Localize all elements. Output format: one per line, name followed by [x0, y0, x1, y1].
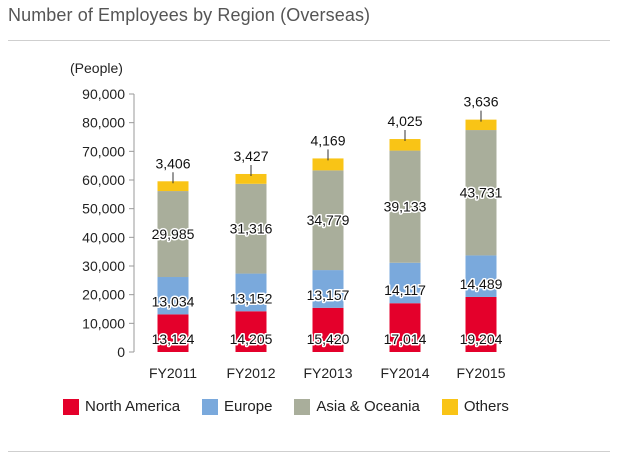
bar-segment-europe — [465, 255, 497, 297]
bar-segment-north-america — [465, 296, 497, 352]
legend-item-others: Others — [441, 398, 509, 415]
data-label-europe: 13,152 — [230, 290, 273, 306]
x-tick-label: FY2012 — [226, 365, 275, 381]
bar-segment-europe — [235, 273, 267, 312]
bar-segment-others — [235, 173, 267, 184]
y-axis: 0 10,000 20,000 30,000 40,000 50,000 60,000 70,… — [82, 86, 135, 360]
bar-segment-asia-oceania — [157, 191, 189, 278]
bar-segment-north-america — [389, 303, 421, 352]
data-labels: 13,124 13,034 29,985 3,406 14,205 13,152 31,31… — [150, 94, 504, 349]
y-tick-label: 10,000 — [82, 315, 125, 331]
data-label-north-america: 17,014 — [384, 331, 427, 347]
x-tick-label: FY2015 — [456, 365, 505, 381]
data-label-north-america: 13,124 — [152, 331, 195, 347]
x-tick-label: FY2011 — [149, 365, 197, 381]
bar-segment-north-america — [235, 311, 267, 352]
legend-swatch-north-america — [63, 398, 79, 415]
bar-segment-north-america — [157, 314, 189, 352]
data-label-asia-oceania: 31,316 — [230, 221, 273, 237]
bar-segment-europe — [312, 270, 344, 308]
legend-swatch-europe — [202, 398, 219, 415]
legend-label-asia-oceania: Asia & Oceania — [316, 398, 420, 415]
data-label-asia-oceania: 39,133 — [384, 199, 427, 215]
y-tick-label: 80,000 — [82, 115, 125, 131]
data-label-others: 3,636 — [463, 94, 498, 110]
x-tick-label: FY2013 — [303, 365, 352, 381]
data-label-asia-oceania: 43,731 — [460, 185, 503, 201]
data-label-asia-oceania: 29,985 — [152, 226, 195, 242]
data-label-europe: 14,117 — [384, 282, 426, 298]
bar-segment-europe — [389, 262, 421, 304]
bars — [157, 119, 497, 352]
y-tick-label: 40,000 — [82, 229, 125, 245]
legend-item-north-america: North America — [63, 398, 180, 415]
bar-segment-europe — [157, 277, 189, 315]
title-divider — [8, 40, 610, 41]
bar-segment-asia-oceania — [235, 183, 267, 274]
data-label-north-america: 15,420 — [307, 331, 350, 347]
data-label-others: 3,406 — [155, 155, 190, 171]
data-label-others: 4,025 — [387, 113, 422, 129]
y-tick-label: 50,000 — [82, 201, 125, 217]
bar-segment-others — [465, 119, 497, 131]
bar-segment-others — [312, 158, 344, 171]
legend-item-europe: Europe — [202, 398, 272, 415]
legend-label-others: Others — [463, 398, 509, 415]
data-label-europe: 13,034 — [152, 293, 195, 309]
data-label-europe: 14,489 — [460, 276, 503, 292]
legend-item-asia-oceania: Asia & Oceania — [294, 398, 420, 415]
bar-segment-others — [157, 181, 189, 192]
data-label-north-america: 19,204 — [460, 331, 503, 347]
bar-segment-asia-oceania — [389, 150, 421, 263]
legend-label-north-america: North America — [85, 398, 181, 415]
bottom-divider — [8, 451, 610, 452]
y-tick-label: 60,000 — [82, 172, 125, 188]
data-label-asia-oceania: 34,779 — [307, 212, 350, 228]
y-tick-label: 20,000 — [82, 287, 125, 303]
x-tick-label: FY2014 — [380, 365, 429, 381]
y-axis-unit-label: (People) — [70, 60, 123, 76]
bar-segment-north-america — [312, 307, 344, 352]
bar-segment-asia-oceania — [312, 170, 344, 271]
y-tick-label: 0 — [117, 344, 125, 360]
y-tick-label: 90,000 — [82, 86, 125, 102]
data-label-north-america: 14,205 — [230, 331, 273, 347]
legend-label-europe: Europe — [224, 398, 273, 415]
bar-segment-asia-oceania — [465, 130, 497, 256]
legend: North America Europe Asia & Oceania Othe… — [63, 398, 531, 415]
legend-swatch-asia-oceania — [294, 398, 311, 415]
bar-segment-others — [389, 139, 421, 151]
y-tick-label: 30,000 — [82, 258, 125, 274]
data-label-others: 3,427 — [233, 148, 268, 164]
data-label-others: 4,169 — [310, 132, 345, 148]
data-label-europe: 13,157 — [307, 287, 350, 303]
chart-title: Number of Employees by Region (Overseas) — [8, 5, 371, 25]
legend-swatch-others — [441, 398, 458, 415]
y-tick-label: 70,000 — [82, 143, 125, 159]
x-axis-labels: FY2011 FY2012 FY2013 FY2014 FY2015 — [149, 365, 506, 381]
